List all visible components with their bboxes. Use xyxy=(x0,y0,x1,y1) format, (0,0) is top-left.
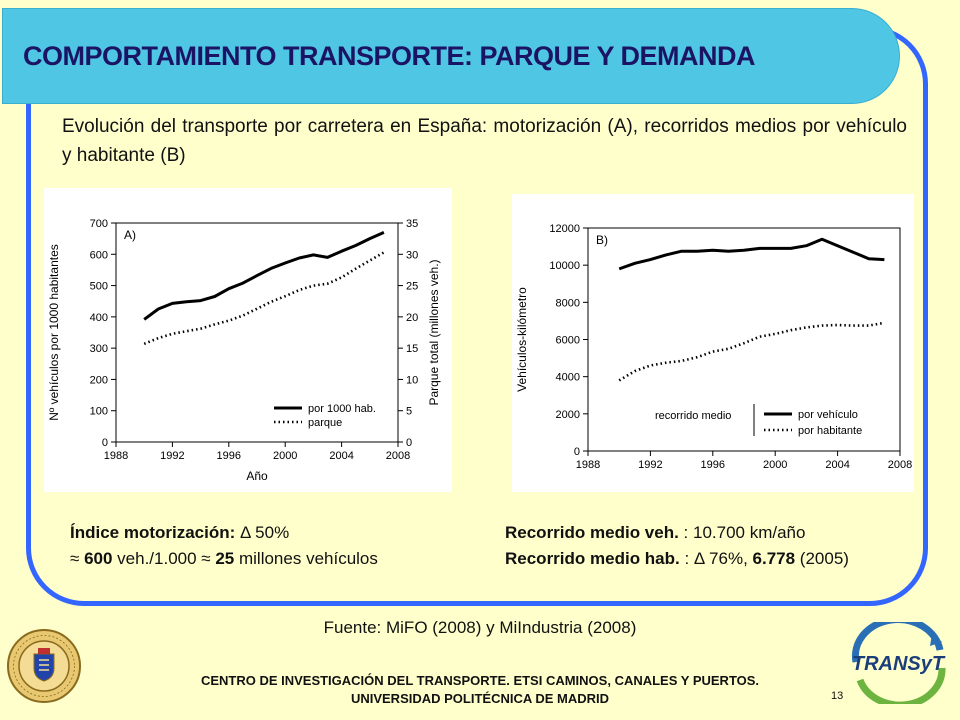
chart-a-panel-label: A) xyxy=(124,228,136,242)
chart-a-xtick-label: 2004 xyxy=(329,450,353,462)
stats-right-label2: Recorrido medio hab. xyxy=(505,549,680,568)
chart-a-ytick-label: 200 xyxy=(90,374,108,386)
chart-b-recorridos: 1988 1992 1996 2000 2004 2008 0 2000 4000 6000 800… xyxy=(512,194,914,492)
chart-b-svg: 1988 1992 1996 2000 2004 2008 0 2000 4000 6000 800… xyxy=(515,223,912,471)
page-number: 13 xyxy=(831,690,844,702)
source-note: Fuente: MiFO (2008) y MiIndustria (2008) xyxy=(323,618,637,637)
chart-a-xlabel: Año xyxy=(246,469,268,483)
stats-left-prefix: ≈ xyxy=(70,549,85,568)
slide-subtitle: Evolución del transporte por carretera e… xyxy=(62,116,907,166)
stats-right-suffix: (2005) xyxy=(795,549,849,568)
transyt-logo: TRANSyT xyxy=(852,622,946,704)
stats-motorizacion: Índice motorización: Δ 50% ≈ 600 veh./1.… xyxy=(70,520,378,572)
chart-b-ytick-label: 8000 xyxy=(556,297,580,309)
chart-b-ytick-label: 4000 xyxy=(556,372,580,384)
stats-left-num1: 600 xyxy=(84,549,113,568)
chart-b-xtick-label: 2000 xyxy=(763,459,787,471)
footer-institution: CENTRO DE INVESTIGACIÓN DEL TRANSPORTE. … xyxy=(0,672,960,708)
chart-a-legend-label-2: parque xyxy=(308,417,342,429)
stats-left-value: Δ 50% xyxy=(235,523,290,542)
stats-left-line2: ≈ 600 veh./1.000 ≈ 25 millones vehículos xyxy=(70,546,378,572)
stats-right-line2: Recorrido medio hab. : Δ 76%, 6.778 (200… xyxy=(505,546,849,572)
chart-a-y2label: Parque total (millones veh.) xyxy=(427,259,441,405)
stats-right-mid: : Δ 76%, xyxy=(679,549,753,568)
chart-a-xtick-label: 2000 xyxy=(273,450,297,462)
chart-b-xtick-label: 2004 xyxy=(825,459,849,471)
chart-a-ytick-label: 700 xyxy=(90,218,108,230)
chart-b-series-line-2 xyxy=(618,321,885,382)
chart-a-y2tick-label: 25 xyxy=(406,281,418,293)
chart-b-ytick-label: 2000 xyxy=(556,409,580,421)
chart-a-ytick-label: 600 xyxy=(90,249,108,261)
chart-b-ytick-label: 12000 xyxy=(549,223,580,235)
chart-a-y2tick-label: 35 xyxy=(406,218,418,230)
chart-b-series-line-1 xyxy=(618,237,885,271)
slide-title: COMPORTAMIENTO TRANSPORTE: PARQUE Y DEMA… xyxy=(23,41,756,71)
footer-line2: UNIVERSIDAD POLITÉCNICA DE MADRID xyxy=(350,691,610,706)
chart-b-ytick-label: 6000 xyxy=(556,335,580,347)
chart-a-ytick-label: 500 xyxy=(90,281,108,293)
chart-a-plot-area xyxy=(115,222,399,443)
stats-left-suffix: millones vehículos xyxy=(234,549,378,568)
chart-a-ytick-label: 300 xyxy=(90,343,108,355)
chart-b-ylabel: Vehículos-kilómetro xyxy=(515,287,529,392)
chart-a-y2tick-label: 20 xyxy=(406,312,418,324)
stats-left-mid: veh./1.000 ≈ xyxy=(112,549,216,568)
chart-b-panel-label: B) xyxy=(596,233,608,247)
chart-b-ytick-label: 0 xyxy=(574,446,580,458)
chart-b-legend-label-1: por vehículo xyxy=(798,409,858,421)
chart-b-xtick-label: 1992 xyxy=(638,459,662,471)
chart-a-ytick-label: 100 xyxy=(90,406,108,418)
chart-a-y2tick-label: 10 xyxy=(406,374,418,386)
chart-b-xtick-label: 1988 xyxy=(576,459,600,471)
chart-a-motorizacion: 1988 1992 1996 2000 2004 2008 0 100 200 300 400 500… xyxy=(44,188,452,492)
stats-right-num: 6.778 xyxy=(752,549,796,568)
chart-a-ylabel: Nº vehículos por 1000 habitantes xyxy=(47,244,61,421)
chart-a-ytick-label: 400 xyxy=(90,312,108,324)
chart-b-legend-title: recorrido medio xyxy=(655,410,731,422)
chart-a-series-line-1 xyxy=(143,231,385,321)
stats-right-line1: Recorrido medio veh. : 10.700 km/año xyxy=(505,520,849,546)
chart-a-xtick-label: 1988 xyxy=(104,450,128,462)
chart-a-svg: 1988 1992 1996 2000 2004 20080100200300400500… xyxy=(47,218,441,483)
footer-line1: CENTRO DE INVESTIGACIÓN DEL TRANSPORTE. … xyxy=(200,673,760,688)
stats-left-label: Índice motorización: xyxy=(70,523,236,542)
chart-b-xtick-label: 2008 xyxy=(888,459,912,471)
chart-b-ytick-label: 10000 xyxy=(549,260,580,272)
chart-b-xtick-label: 1996 xyxy=(701,459,725,471)
chart-a-series-line-2 xyxy=(143,251,385,346)
title-bar: COMPORTAMIENTO TRANSPORTE: PARQUE Y DEMA… xyxy=(2,8,900,104)
chart-a-xtick-label: 1992 xyxy=(160,450,184,462)
chart-b-legend-label-2: por habitante xyxy=(798,425,862,437)
chart-a-xtick-label: 2008 xyxy=(386,450,410,462)
stats-recorrido: Recorrido medio veh. : 10.700 km/año Rec… xyxy=(505,520,849,572)
chart-a-ytick-label: 0 xyxy=(102,437,108,449)
chart-a-y2tick-label: 0 xyxy=(406,437,412,449)
stats-right-label1: Recorrido medio veh. xyxy=(505,523,679,542)
chart-a-y2tick-label: 15 xyxy=(406,343,418,355)
chart-a-y2tick-label: 5 xyxy=(406,406,412,418)
stats-right-value1: : 10.700 km/año xyxy=(678,523,806,542)
chart-a-legend-label-1: por 1000 hab. xyxy=(308,403,376,415)
stats-left-line1: Índice motorización: Δ 50% xyxy=(70,520,378,546)
chart-a-y2tick-label: 30 xyxy=(406,249,418,261)
chart-a-xtick-label: 1996 xyxy=(217,450,241,462)
stats-left-num2: 25 xyxy=(215,549,235,568)
svg-text:TRANSyT: TRANSyT xyxy=(852,653,946,675)
upm-seal-logo xyxy=(7,629,81,703)
